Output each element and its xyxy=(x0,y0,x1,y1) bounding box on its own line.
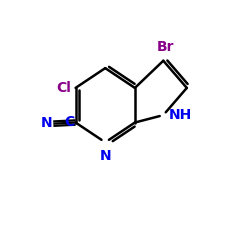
Text: Cl: Cl xyxy=(56,81,71,95)
Text: C: C xyxy=(64,115,74,129)
Text: N: N xyxy=(100,149,111,163)
Text: NH: NH xyxy=(169,108,192,122)
Text: Br: Br xyxy=(157,40,174,54)
Text: N: N xyxy=(40,116,52,130)
